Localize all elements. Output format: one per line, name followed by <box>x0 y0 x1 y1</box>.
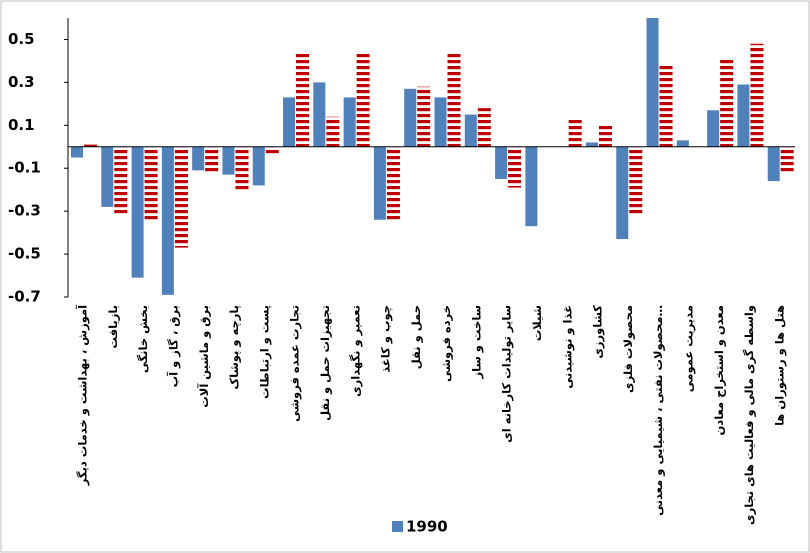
bar <box>585 142 598 147</box>
bar <box>477 108 491 147</box>
x-tick-label: تعمیر و نگهداری <box>348 305 363 397</box>
x-tick-label: شیلات <box>530 305 544 341</box>
x-tick-label: محصولات فلزی <box>621 305 636 393</box>
x-tick-label: برق ، گاز و آب <box>167 305 182 387</box>
bar <box>101 146 114 207</box>
x-tick-label: بخش خانگی <box>136 305 150 373</box>
bar <box>707 110 720 147</box>
bar <box>616 146 629 240</box>
x-tick-label: واسطه گری مالی و فعالیت های تجاری <box>742 305 757 525</box>
bar <box>252 146 265 186</box>
x-tick-label: پارچه و پوشاک <box>227 305 242 390</box>
bar <box>598 125 612 147</box>
y-tick-label: 0.5 <box>8 30 35 48</box>
bar <box>508 146 522 188</box>
bar <box>447 52 461 147</box>
bar <box>144 146 158 220</box>
x-tick-label: چوب و کاغذ <box>379 305 394 373</box>
bar <box>495 146 508 179</box>
bar <box>767 146 780 182</box>
bar <box>417 86 431 147</box>
x-tick-label: تجارت عمده فروشی <box>288 305 303 422</box>
bar <box>386 146 400 220</box>
y-tick-label: -0.5 <box>8 245 41 263</box>
y-tick-label: -0.3 <box>8 202 41 220</box>
bar <box>737 84 750 147</box>
bar <box>750 43 764 147</box>
bar <box>343 97 356 147</box>
x-tick-label: بازیافت <box>106 305 120 349</box>
bar <box>265 146 279 156</box>
bar <box>720 58 734 147</box>
bar <box>84 144 97 147</box>
bar <box>222 146 235 175</box>
bar <box>646 18 659 147</box>
bar <box>235 146 249 190</box>
bar <box>283 97 296 147</box>
x-tick-label: مدیریت عمومی <box>681 305 696 392</box>
bar <box>326 116 340 147</box>
y-tick-label: -0.7 <box>8 288 41 306</box>
x-tick-label: غذا و نوشیدنی <box>560 305 575 389</box>
x-tick-label: محصولات نفتی ، شیمیایی و معدنی… <box>651 305 666 516</box>
bar <box>659 65 673 147</box>
x-tick-label: تجهیزات حمل و نقل <box>318 305 333 421</box>
bar <box>676 140 689 147</box>
bar <box>464 114 477 147</box>
x-tick-label: معدن و استخراج معادن <box>712 305 727 436</box>
y-tick-label: 0.3 <box>8 73 35 91</box>
x-tick-label: آموزش ، بهداشت و خدمات دیگر <box>76 304 91 486</box>
x-tick-label: کشاورزی <box>591 305 606 359</box>
x-tick-label: هتل ها و رستوران ها <box>772 305 787 426</box>
bar <box>568 118 582 147</box>
bar <box>161 146 174 295</box>
x-tick-label: سایر تولیدات کارخانه ای <box>500 305 515 443</box>
bar <box>71 146 83 158</box>
bar <box>780 146 794 173</box>
legend-swatch <box>392 521 403 532</box>
bar <box>373 146 386 220</box>
y-tick-label: -0.1 <box>8 159 41 177</box>
x-tick-label: حمل و نقل <box>409 305 424 369</box>
bar <box>629 146 643 216</box>
x-tick-label: ساخت و ساز <box>469 305 484 380</box>
bar <box>404 88 417 147</box>
x-tick-label: برق و ماشین آلات <box>197 305 212 408</box>
bar <box>205 146 219 173</box>
bar <box>192 146 205 171</box>
legend-label: 1990 <box>406 518 448 536</box>
bar <box>356 52 370 147</box>
bar <box>174 146 188 248</box>
bar <box>131 146 144 278</box>
x-tick-label: پست و ارتباطات <box>257 305 272 399</box>
bar <box>296 52 310 147</box>
y-tick-label: 0.1 <box>8 116 35 134</box>
x-tick-label: خرده فروشی <box>439 305 454 382</box>
bar <box>525 146 538 227</box>
bar <box>434 97 447 147</box>
bar <box>313 82 326 147</box>
bar <box>114 146 128 216</box>
